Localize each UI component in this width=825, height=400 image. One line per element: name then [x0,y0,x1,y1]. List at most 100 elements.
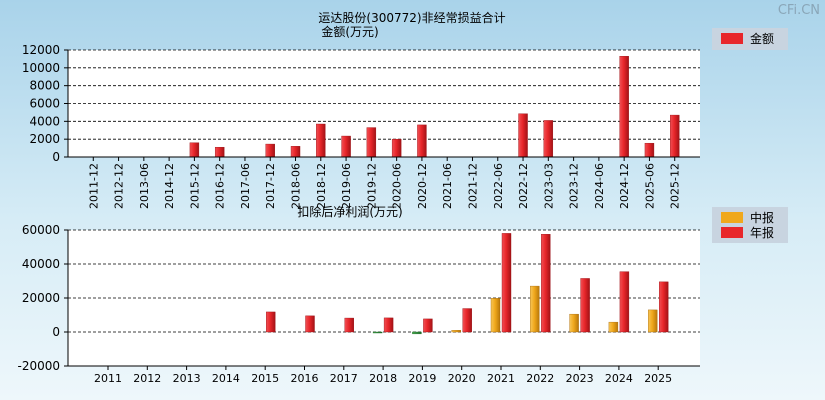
top-legend-swatch-amount [721,33,743,44]
bottom-bar-annual [344,317,354,333]
top-y-tick-label: 8000 [29,79,60,93]
top-bar [265,143,275,158]
top-x-tick-label: 2013-06 [138,163,151,209]
top-bar [290,146,301,158]
top-legend: 金额 [712,28,788,50]
bottom-bars [266,233,669,335]
bottom-x-tick-label: 2015 [251,372,279,385]
top-x-tick-label: 2023-03 [542,163,555,209]
bottom-y-tick-label: -20000 [17,359,60,373]
top-x-tick-label: 2021-12 [466,163,479,209]
top-x-tick-label: 2017-12 [264,163,277,209]
top-x-tick-label: 2011-12 [87,163,100,209]
bottom-bar-annual [423,318,433,333]
top-bar [341,135,351,158]
top-bar [316,123,326,158]
bottom-bar-annual [541,234,551,333]
bottom-chart-title: 扣除后净利润(万元) [297,204,402,219]
bottom-legend-label-interim: 中报 [750,210,774,225]
bottom-x-tick-label: 2013 [173,372,201,385]
bottom-y-ticks: -20000 0 20000 40000 60000 [17,223,68,373]
top-legend-label-amount: 金额 [750,31,774,46]
bottom-bar-annual [305,315,315,333]
top-x-tick-label: 2025-06 [643,163,656,209]
bottom-legend: 中报 年报 [712,207,788,243]
bottom-x-tick-label: 2012 [133,372,161,385]
bottom-bar-interim [530,285,540,333]
bottom-bar-interim [490,298,501,333]
bottom-bar-interim [451,330,461,333]
bottom-bar-interim [412,331,422,335]
bottom-x-tick-label: 2023 [566,372,594,385]
bottom-bar-annual [266,311,276,333]
top-y-ticks: 0 2000 4000 6000 8000 10000 12000 [22,43,68,164]
top-x-tick-label: 2016-12 [214,163,227,209]
top-bar [391,138,402,158]
bottom-bar-interim [608,321,619,333]
top-x-tick-label: 2021-06 [441,163,454,209]
bottom-bar-annual [462,308,472,333]
top-bar [670,114,680,158]
top-x-tick-label: 2020-06 [391,163,404,209]
top-x-tick-label: 2025-12 [669,163,682,209]
top-x-tick-label: 2018-12 [315,163,328,209]
top-bar [619,56,629,158]
bottom-bar-interim [648,309,658,333]
top-y-tick-label: 4000 [29,114,60,128]
bottom-x-tick-label: 2017 [330,372,358,385]
top-x-tick-label: 2018-06 [290,163,303,209]
top-x-tick-label: 2024-06 [593,163,606,209]
bottom-bar-interim [569,313,579,333]
top-x-tick-label: 2015-12 [188,163,201,209]
bottom-x-tick-label: 2020 [448,372,476,385]
top-bar [518,113,528,158]
bottom-legend-swatch-annual [721,227,743,238]
top-y-tick-label: 0 [52,150,60,164]
bottom-bar-annual [383,317,394,333]
top-bar [543,120,554,158]
top-bar [417,124,427,158]
top-y-tick-label: 2000 [29,132,60,146]
bottom-x-tick-label: 2011 [94,372,122,385]
top-y-axis-label: 金额(万元) [321,24,378,39]
top-bar [366,127,377,158]
bottom-x-tick-label: 2024 [605,372,633,385]
bottom-x-tick-label: 2014 [212,372,240,385]
bottom-bar-interim [372,331,383,334]
top-plot-area: 0 2000 4000 6000 8000 10000 12000 2011-12 2012-… [22,43,700,209]
top-x-tick-label: 2017-06 [239,163,252,209]
top-x-tick-label: 2020-12 [416,163,429,209]
bottom-y-tick-label: 60000 [22,223,60,237]
bottom-bar-annual [580,278,590,333]
bottom-x-tick-label: 2018 [369,372,397,385]
top-y-tick-label: 10000 [22,61,60,75]
top-x-tick-label: 2023-12 [568,163,581,209]
bottom-gridlines [68,229,700,333]
bottom-y-tick-label: 40000 [22,257,60,271]
top-x-tick-label: 2014-12 [163,163,176,209]
top-gridlines [68,49,700,140]
bottom-y-tick-label: 0 [52,325,60,339]
top-bar [644,142,655,158]
top-x-tick-label: 2022-06 [492,163,505,209]
top-bar [189,142,200,158]
top-x-ticks: 2011-12 2012-12 2013-06 2014-12 2015-12 2016-… [87,157,682,209]
top-bar [214,146,225,158]
bottom-bar-annual [619,271,630,333]
top-x-tick-label: 2019-12 [365,163,378,209]
bottom-x-tick-label: 2016 [291,372,319,385]
watermark: CFi.CN [778,3,820,18]
chart-title: 运达股份(300772)非经常损益合计 [318,10,505,25]
bottom-legend-swatch-interim [721,212,743,223]
top-y-tick-label: 12000 [22,43,60,57]
bottom-x-tick-label: 2021 [487,372,515,385]
bottom-bar-annual [659,281,669,333]
top-x-tick-label: 2019-06 [340,163,353,209]
top-y-tick-label: 6000 [29,97,60,111]
top-x-tick-label: 2022-12 [517,163,530,209]
bottom-legend-label-annual: 年报 [750,225,774,240]
top-x-tick-label: 2012-12 [113,163,126,209]
bottom-bar-annual [501,233,512,333]
